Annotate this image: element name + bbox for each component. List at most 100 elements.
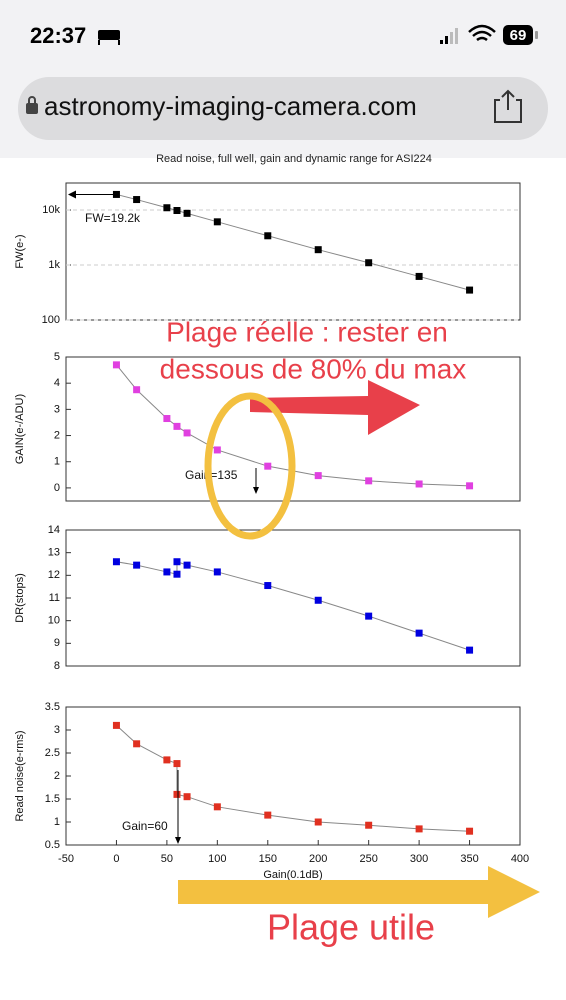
red-arrow (250, 380, 420, 435)
data-point (466, 286, 474, 294)
x-tick-label: 50 (161, 853, 173, 865)
data-point (173, 570, 181, 578)
battery-tip (535, 31, 538, 39)
data-point (264, 232, 272, 240)
data-point (163, 568, 171, 576)
wifi-icon (468, 24, 496, 42)
y-axis-label: DR(stops) (14, 573, 26, 623)
data-point (365, 612, 373, 620)
y-tick-label: 3 (54, 403, 60, 415)
plot-frame (65, 182, 521, 321)
data-point (112, 361, 120, 369)
data-line (116, 561, 470, 651)
data-point (466, 646, 474, 654)
url-bar[interactable] (18, 77, 548, 140)
data-point (415, 480, 423, 488)
overlay: Plage réelle : rester en dessous de 80% … (160, 316, 540, 948)
range-note-line: Plage réelle : rester en (166, 316, 448, 347)
data-point (133, 196, 141, 204)
bed-icon (98, 30, 120, 45)
y-tick-label: 5 (54, 351, 60, 363)
data-point (466, 827, 474, 835)
yellow-ellipse (204, 392, 296, 540)
data-point (183, 561, 191, 569)
y-tick-label: 3.5 (45, 701, 60, 713)
data-point (173, 558, 181, 566)
data-point (133, 561, 141, 569)
range-note-line: dessous de 80% du max (160, 353, 467, 384)
y-tick-label: 10 (48, 615, 60, 627)
data-point (213, 568, 221, 576)
data-point (466, 482, 474, 490)
y-axis-label: GAIN(e-/ADU) (14, 394, 26, 464)
x-tick-label: 200 (309, 853, 327, 865)
data-point (365, 259, 373, 267)
data-point (173, 422, 181, 430)
data-point (173, 760, 181, 768)
plot-frame (65, 356, 521, 502)
data-point (314, 472, 322, 480)
x-tick-label: 400 (511, 853, 529, 865)
x-tick-label: 100 (208, 853, 226, 865)
data-point (314, 818, 322, 826)
data-point (163, 204, 171, 212)
data-point (112, 721, 120, 729)
data-point (112, 558, 120, 566)
y-tick-label: 100 (42, 314, 60, 326)
y-tick-label: 14 (48, 524, 60, 536)
arrow-head (68, 190, 76, 199)
data-point (183, 793, 191, 801)
signal-icon (440, 28, 458, 44)
data-point (264, 462, 272, 470)
y-tick-label: 1 (54, 456, 60, 468)
y-tick-label: 3 (54, 724, 60, 736)
arrow-head (253, 487, 259, 494)
y-tick-label: 9 (54, 637, 60, 649)
status-time: 22:37 (30, 23, 86, 48)
annotation: FW=19.2k (85, 211, 141, 225)
useful-range-label: Plage utile (267, 907, 435, 948)
data-point (173, 790, 181, 798)
data-point (365, 821, 373, 829)
x-tick-label: 0 (113, 853, 119, 865)
battery-level: 69 (510, 27, 527, 44)
data-point (133, 740, 141, 748)
yellow-arrow (178, 866, 540, 918)
x-tick-label: 150 (259, 853, 277, 865)
y-axis-label: Read noise(e-rms) (14, 730, 26, 821)
data-point (213, 218, 221, 226)
arrow-head (175, 837, 181, 844)
y-tick-label: 12 (48, 569, 60, 581)
y-tick-label: 10k (42, 204, 60, 216)
url-text[interactable]: astronomy-imaging-camera.com (44, 91, 417, 121)
data-point (183, 429, 191, 437)
share-button[interactable] (494, 89, 522, 123)
data-point (183, 209, 191, 217)
y-tick-label: 0.5 (45, 839, 60, 851)
data-point (314, 596, 322, 604)
y-tick-label: 2 (54, 770, 60, 782)
data-point (415, 272, 423, 280)
x-axis-label: Gain(0.1dB) (263, 869, 322, 881)
x-tick-label: -50 (58, 853, 74, 865)
y-tick-label: 13 (48, 547, 60, 559)
y-tick-label: 2 (54, 429, 60, 441)
y-tick-label: 1 (54, 816, 60, 828)
y-tick-label: 1.5 (45, 793, 60, 805)
data-point (314, 246, 322, 254)
y-tick-label: 1k (48, 259, 60, 271)
figure-title: Read noise, full well, gain and dynamic … (156, 153, 432, 165)
charts: 1001k10kFW(e-)FW=19.2k012345GAIN(e-/ADU)… (14, 182, 529, 881)
data-point (415, 825, 423, 833)
data-point (415, 629, 423, 637)
data-point (163, 756, 171, 764)
battery-icon (503, 25, 533, 45)
data-point (213, 803, 221, 811)
y-tick-label: 2.5 (45, 747, 60, 759)
y-tick-label: 11 (49, 592, 60, 604)
data-point (365, 477, 373, 485)
x-tick-label: 350 (460, 853, 478, 865)
data-point (163, 415, 171, 423)
lock-icon (26, 96, 38, 114)
